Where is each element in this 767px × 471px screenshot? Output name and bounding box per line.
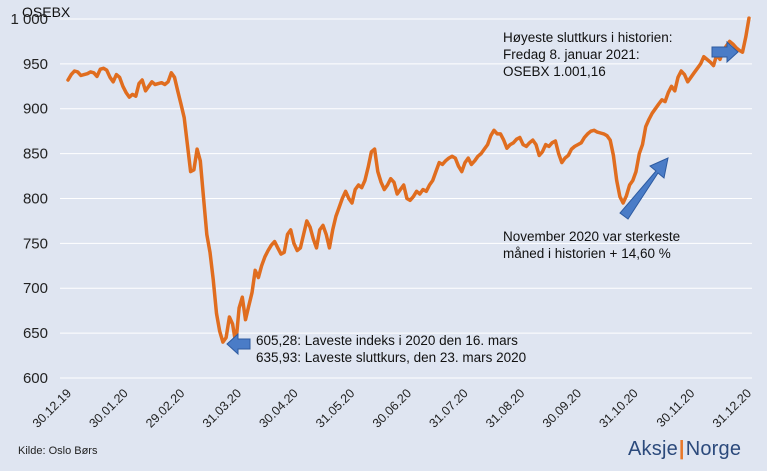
y-tick-label: 850 [23,146,48,163]
annotation-low-line2: 635,93: Laveste sluttkurs, den 23. mars … [256,350,526,365]
annotation-top-line3: OSEBX 1.001,16 [503,64,606,79]
series-line-osebx [66,16,751,346]
y-tick-label: 1 000 [10,11,48,28]
y-tick-label: 700 [23,280,48,297]
arrow-right-icon [711,40,739,64]
x-tick-label: 31.03.20 [200,386,244,430]
source-label: Kilde: Oslo Børs [18,445,98,457]
x-tick-label: 31.07.20 [426,386,470,430]
x-tick-label: 31.08.20 [483,386,527,430]
x-tick-label: 29.02.20 [143,386,187,430]
y-tick-label: 750 [23,235,48,252]
x-tick-labels: 30.12.19 30.01.20 29.02.20 31.03.20 30.04.20… [30,386,754,430]
x-tick-label: 30.12.19 [30,386,74,430]
logo-right: Norge [685,438,742,460]
x-tick-label: 30.11.20 [654,386,698,430]
annotation-low-line1: 605,28: Laveste indeks i 2020 den 16. ma… [256,333,518,348]
y-tick-label: 950 [23,56,48,73]
logo-left: Aksje [628,438,678,460]
annotation-nov-line1: November 2020 var sterkeste [503,229,680,244]
y-tick-label: 900 [23,101,48,118]
logo-separator: | [678,438,685,460]
x-tick-label: 31.05.20 [313,386,357,430]
x-tick-label: 31.12.20 [710,386,754,430]
x-tick-label: 30.09.20 [540,386,584,430]
arrow-up-right-icon [619,157,669,220]
x-tick-label: 30.06.20 [370,386,414,430]
y-tick-label: 600 [23,370,48,387]
annotation-top-line2: Fredag 8. januar 2021: [503,47,640,62]
y-tick-label: 800 [23,190,48,207]
x-tick-label: 30.04.20 [256,386,300,430]
annotation-top-line1: Høyeste sluttkurs i historien: [503,30,673,45]
y-tick-labels: 600 650 700 750 800 850 900 950 1 000 [10,11,48,387]
aksjenorge-logo: Aksje|Norge [628,438,741,461]
x-tick-label: 31.10.20 [596,386,640,430]
arrow-left-icon [226,332,251,356]
x-tick-label: 30.01.20 [86,386,130,430]
y-tick-label: 650 [23,325,48,342]
chart-title: OSEBX [22,4,71,20]
annotation-nov-line2: måned i historien + 14,60 % [503,246,671,261]
